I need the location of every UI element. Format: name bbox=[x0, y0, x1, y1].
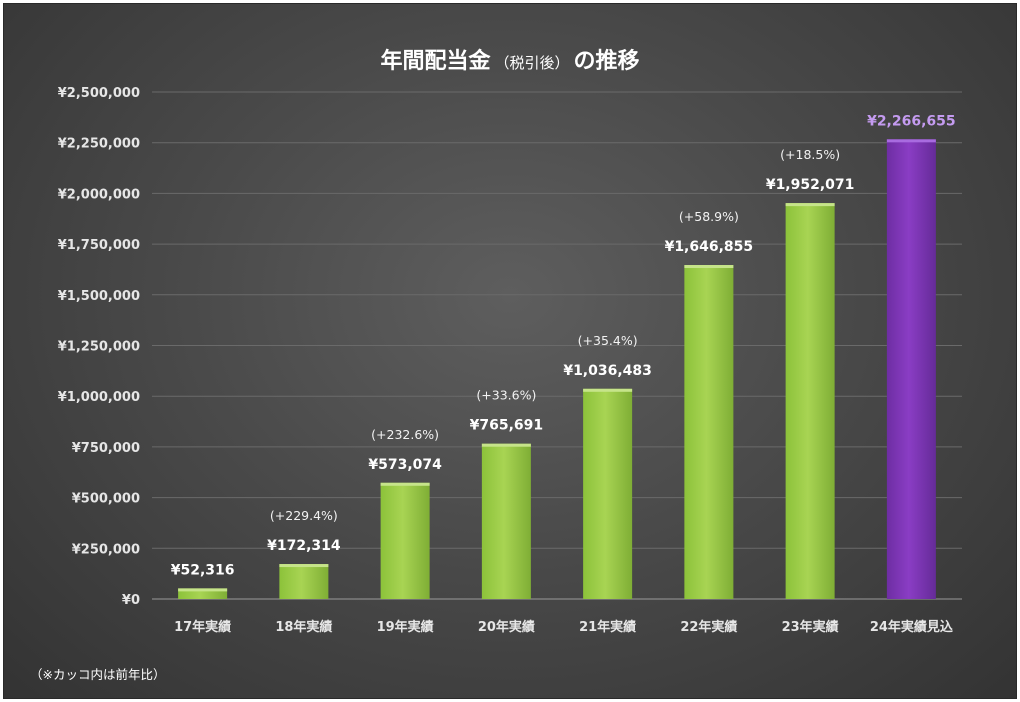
y-tick-label: ¥500,000 bbox=[72, 492, 140, 507]
x-tick-label: 24年実績見込 bbox=[870, 619, 954, 635]
bar-top-highlight bbox=[785, 203, 835, 207]
yoy-label: (+232.6%) bbox=[371, 427, 439, 442]
x-tick-label: 23年実績 bbox=[782, 619, 839, 635]
y-tick-label: ¥2,000,000 bbox=[58, 187, 140, 202]
value-label: ¥1,952,071 bbox=[766, 177, 855, 193]
bar bbox=[380, 482, 430, 599]
bar bbox=[886, 139, 936, 599]
value-label: ¥2,266,655 bbox=[867, 113, 956, 129]
bar bbox=[785, 203, 835, 599]
bar-top-highlight bbox=[178, 588, 228, 592]
chart-title-note: （税引後） bbox=[494, 54, 569, 72]
x-tick-label: 21年実績 bbox=[579, 619, 636, 635]
data-labels: ¥52,316 ¥172,314 (+229.4%) ¥573,074 (+232.6%… bbox=[171, 113, 956, 578]
y-tick-label: ¥250,000 bbox=[72, 542, 140, 557]
bar-top-highlight bbox=[886, 139, 936, 143]
y-tick-label: ¥1,250,000 bbox=[58, 340, 140, 355]
bar-top-highlight bbox=[481, 443, 531, 447]
bar-top-highlight bbox=[380, 482, 430, 486]
value-label: ¥573,074 bbox=[368, 457, 442, 473]
bars bbox=[178, 139, 936, 599]
x-tick-label: 22年実績 bbox=[680, 619, 737, 635]
value-label: ¥52,316 bbox=[171, 562, 235, 578]
yoy-label: (+18.5%) bbox=[780, 147, 840, 162]
bar bbox=[178, 588, 228, 599]
x-tick-label: 20年実績 bbox=[478, 619, 535, 635]
yoy-label: (+33.6%) bbox=[476, 388, 536, 403]
value-label: ¥172,314 bbox=[267, 538, 341, 554]
bar-top-highlight bbox=[684, 265, 734, 269]
chart-title-main: 年間配当金 bbox=[380, 48, 491, 74]
bar-top-highlight bbox=[583, 388, 633, 392]
bar bbox=[481, 443, 531, 599]
bar bbox=[583, 388, 633, 599]
y-tick-label: ¥2,250,000 bbox=[58, 137, 140, 152]
value-label: ¥765,691 bbox=[470, 418, 544, 434]
y-tick-label: ¥750,000 bbox=[72, 441, 140, 456]
x-tick-label: 18年実績 bbox=[275, 619, 332, 635]
y-tick-label: ¥1,750,000 bbox=[58, 238, 140, 253]
x-axis-ticks: 17年実績 18年実績 19年実績 20年実績 21年実績 22年実績 23年実績 24年実績… bbox=[174, 619, 954, 635]
value-label: ¥1,646,855 bbox=[665, 239, 754, 255]
chart-title-suffix: の推移 bbox=[574, 48, 640, 74]
y-tick-label: ¥1,500,000 bbox=[58, 289, 140, 304]
x-tick-label: 19年実績 bbox=[377, 619, 434, 635]
yoy-label: (+35.4%) bbox=[578, 333, 638, 348]
y-tick-label: ¥0 bbox=[122, 593, 140, 608]
bar bbox=[279, 564, 329, 599]
bar bbox=[684, 265, 734, 599]
yoy-label: (+58.9%) bbox=[679, 209, 739, 224]
footnote: （※カッコ内は前年比） bbox=[30, 667, 166, 682]
y-axis-ticks: ¥0 ¥250,000 ¥500,000 ¥750,000 ¥1,000,000 ¥1,2… bbox=[58, 86, 140, 608]
y-tick-label: ¥2,500,000 bbox=[58, 86, 140, 101]
x-tick-label: 17年実績 bbox=[174, 619, 231, 635]
bar-top-highlight bbox=[279, 564, 329, 568]
yoy-label: (+229.4%) bbox=[270, 508, 338, 523]
value-label: ¥1,036,483 bbox=[563, 363, 652, 379]
y-tick-label: ¥1,000,000 bbox=[58, 390, 140, 405]
chart-title: 年間配当金 （税引後） の推移 bbox=[380, 48, 639, 74]
